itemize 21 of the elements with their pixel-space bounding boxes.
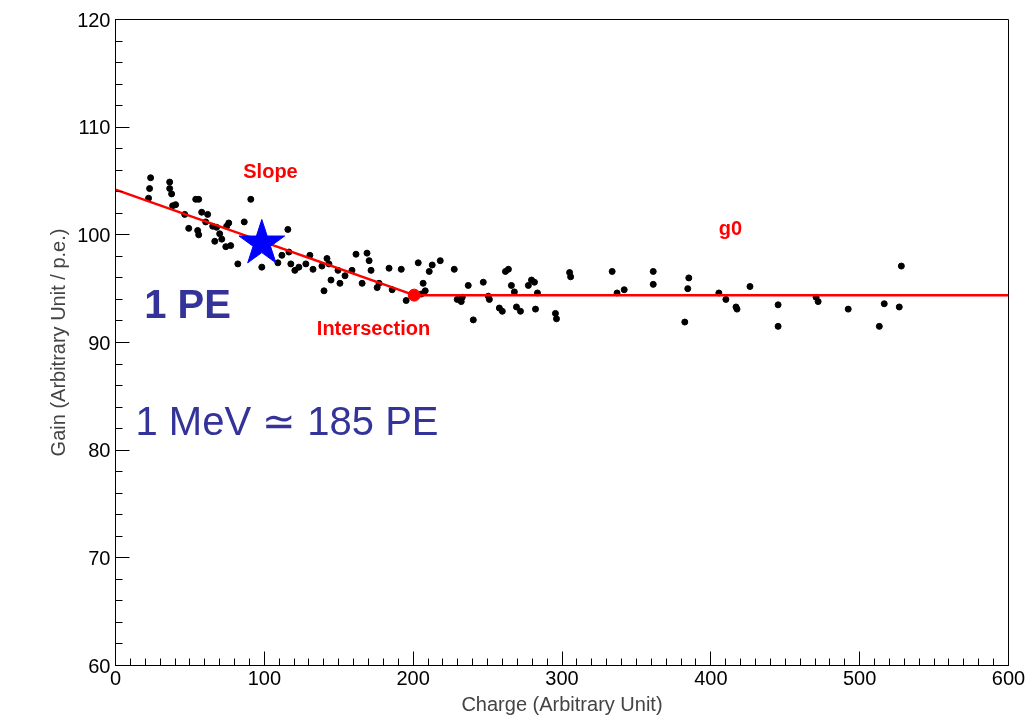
x-tick-label: 100 [247, 666, 282, 689]
x-tick-label: 0 [109, 666, 122, 689]
y-tick-label: 110 [78, 116, 111, 139]
y-tick-label: 60 [88, 654, 111, 677]
y-tick-label: 90 [88, 331, 111, 354]
y-tick-label: 120 [77, 8, 111, 31]
x-tick-label: 200 [396, 666, 430, 689]
y-tick-label: 80 [88, 439, 111, 462]
annotation: g0 [718, 216, 743, 239]
x-tick-label: 400 [694, 666, 728, 689]
annotation: 1 MeV ≃ 185 PE [135, 398, 439, 443]
y-axis-title: Gain (Arbitrary Unit / p.e.) [47, 228, 70, 457]
y-tick-label: 70 [88, 546, 111, 569]
x-axis-title: Charge (Arbitrary Unit) [461, 692, 663, 715]
y-tick-label: 100 [77, 223, 111, 246]
x-tick-label: 600 [991, 666, 1026, 689]
annotation: 1 PE [144, 281, 231, 326]
x-tick-label: 500 [842, 666, 877, 689]
annotation: Slope [243, 159, 298, 182]
x-tick-label: 300 [545, 666, 579, 689]
annotation: Intersection [316, 316, 431, 339]
